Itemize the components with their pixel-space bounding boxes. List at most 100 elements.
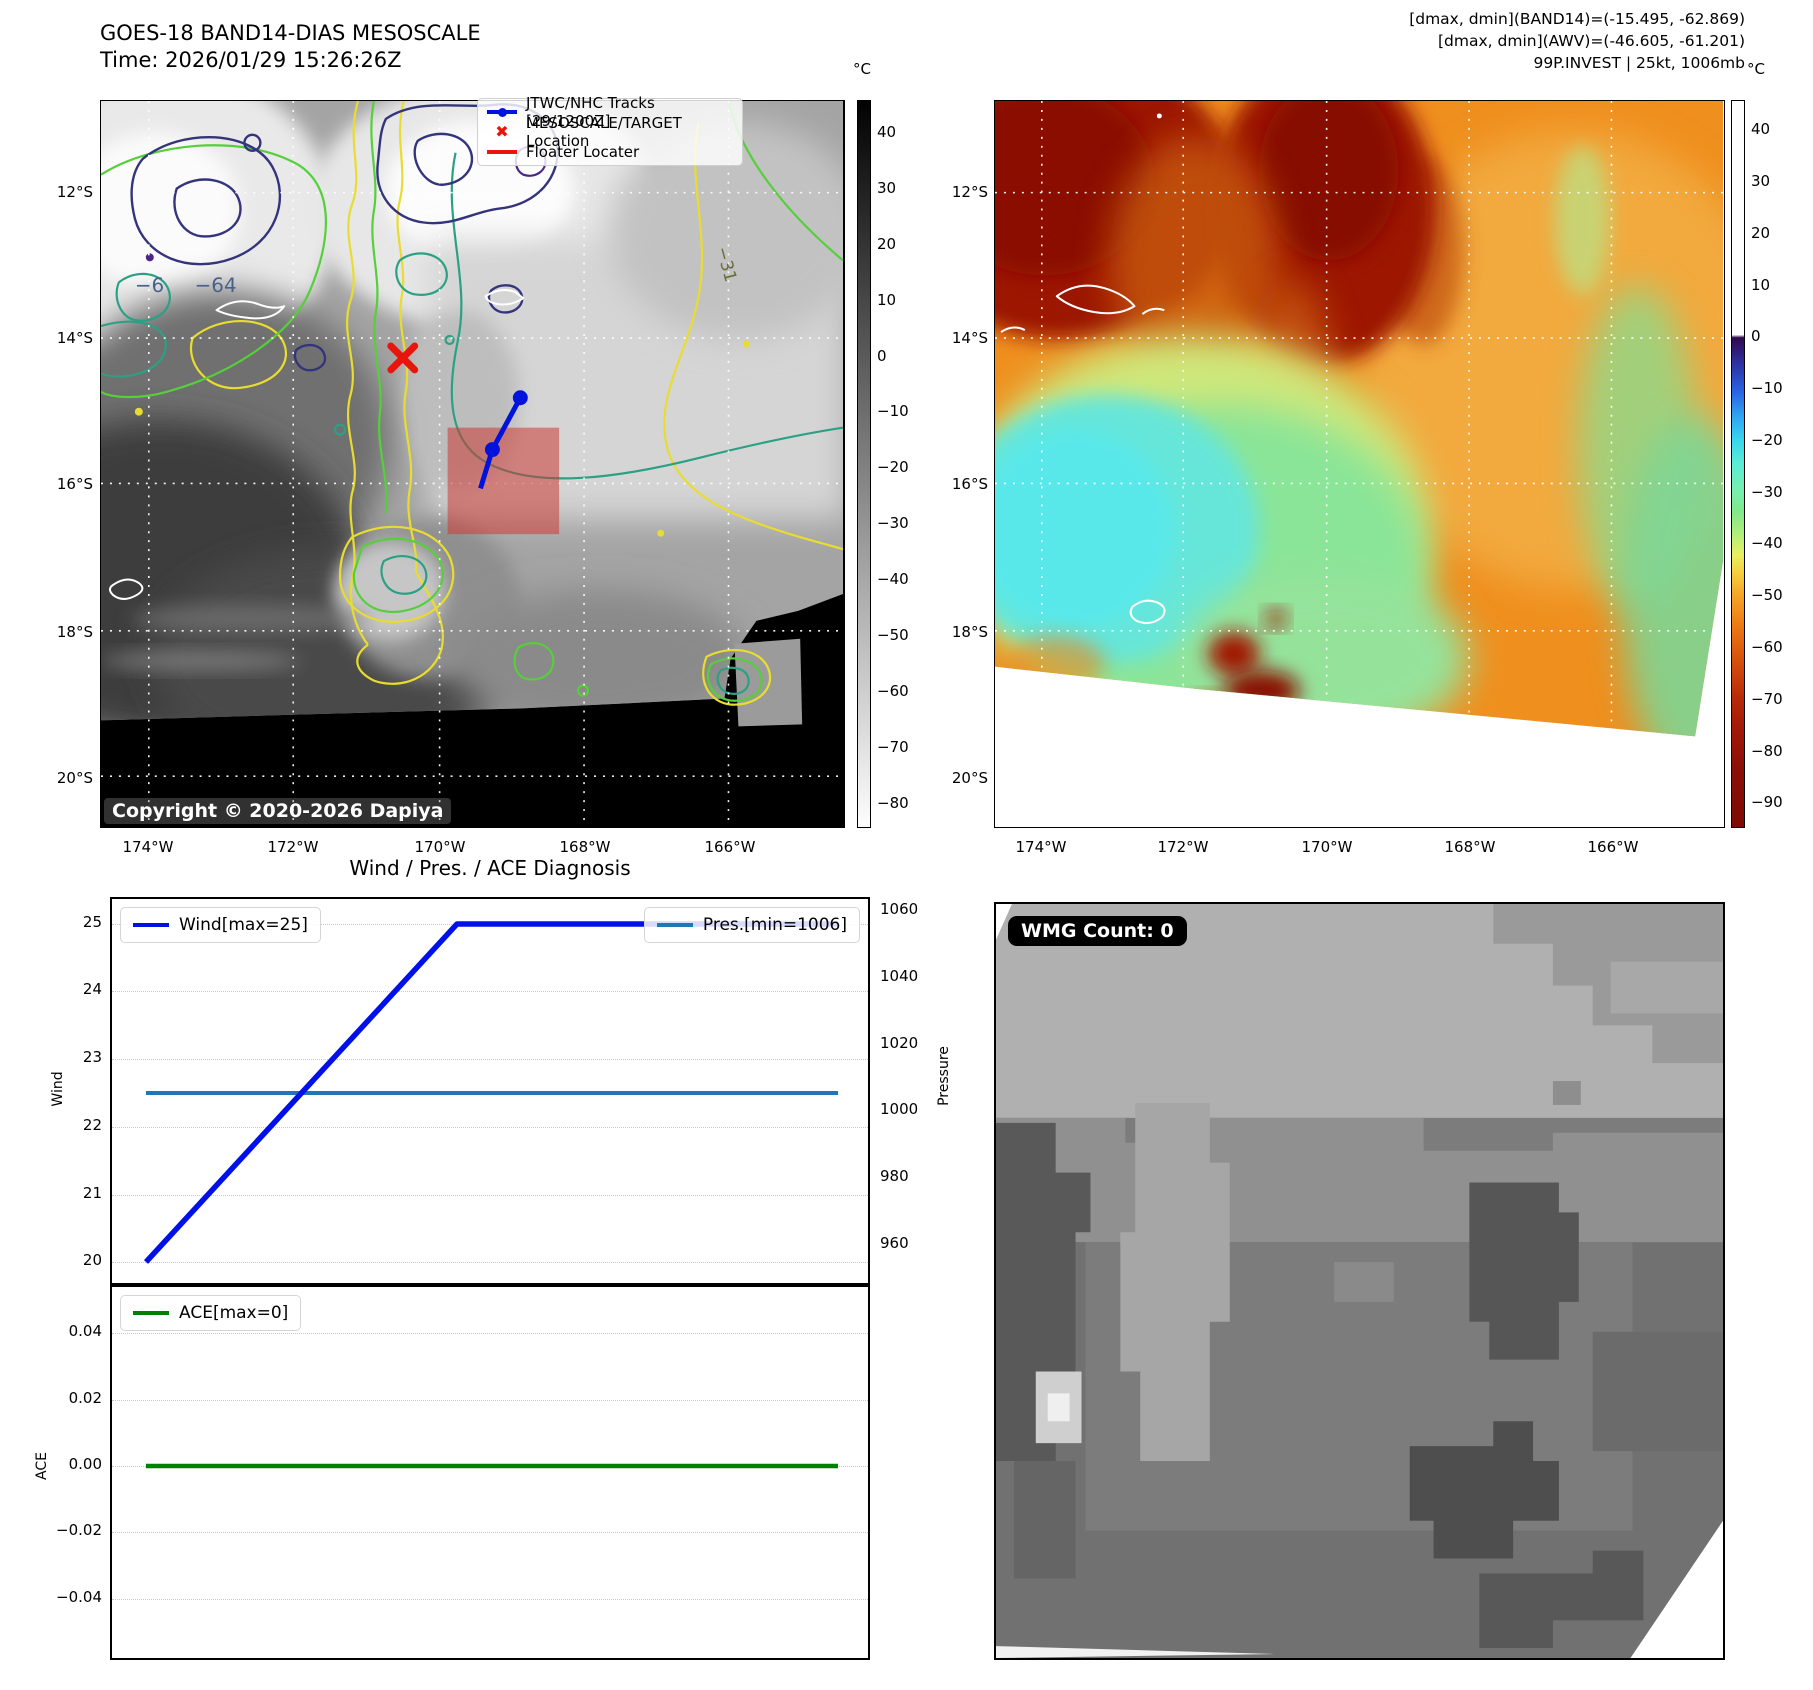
wind-axis-label: Wind xyxy=(50,1071,66,1107)
wind-tick: 22 xyxy=(82,1116,102,1134)
lon-tick: 172°W xyxy=(1157,838,1209,856)
target-x-marker xyxy=(387,342,419,374)
wind-pressure-chart: Wind[max=25] Pres.[min=1006] xyxy=(110,897,870,1285)
ace-tick: −0.04 xyxy=(56,1588,102,1606)
contour-label: −6 xyxy=(135,274,164,297)
pressure-tick: 1000 xyxy=(880,1100,919,1118)
lon-tick: 172°W xyxy=(267,838,319,856)
legend-target-label: MESOSCALE/TARGET Location xyxy=(526,114,682,150)
lat-tick: 20°S xyxy=(951,769,988,787)
cbar-awv-tick: −20 xyxy=(1751,431,1783,449)
wind-tick: 21 xyxy=(82,1184,102,1202)
ace-legend-label: ACE[max=0] xyxy=(179,1303,289,1323)
track-line-icon xyxy=(487,107,517,117)
cbar14-tick: 40 xyxy=(877,123,897,141)
ace-tick: 0.00 xyxy=(68,1455,102,1473)
wmg-dark-bottom-right xyxy=(1479,1550,1644,1649)
wmg-midband xyxy=(996,1117,1723,1243)
cbar-awv-tick: −90 xyxy=(1751,793,1783,811)
ace-line-icon xyxy=(133,1310,169,1316)
lat-tick: 14°S xyxy=(56,329,93,347)
lat-tick: 18°S xyxy=(56,623,93,641)
pressure-line-icon xyxy=(656,922,693,928)
ace-tick: 0.02 xyxy=(68,1389,102,1407)
cbar-awv-tick: −70 xyxy=(1751,690,1783,708)
wmg-count-badge: WMG Count: 0 xyxy=(1008,916,1187,946)
wind-line-icon xyxy=(133,922,169,928)
wind-legend: Wind[max=25] xyxy=(120,907,321,943)
pressure-legend-label: Pres.[min=1006] xyxy=(702,915,847,935)
cbar-awv-tick: 10 xyxy=(1751,276,1771,294)
lon-tick: 174°W xyxy=(122,838,174,856)
wind-tick: 24 xyxy=(82,980,102,998)
awv-colorbar xyxy=(1731,100,1745,828)
lon-tick: 166°W xyxy=(704,838,756,856)
cbar-awv-tick: −50 xyxy=(1751,586,1783,604)
cbar-awv-tick: 40 xyxy=(1751,120,1771,138)
cbar14-tick: −70 xyxy=(877,738,909,756)
awv-map xyxy=(994,100,1725,828)
floater-line-icon xyxy=(487,150,517,154)
awv-map-canvas xyxy=(995,101,1723,826)
cbar14-tick: −30 xyxy=(877,514,909,532)
ace-tick: 0.04 xyxy=(68,1322,102,1340)
cbar14-tick: −50 xyxy=(877,626,909,644)
lon-tick: 166°W xyxy=(1587,838,1639,856)
ir-swath-island xyxy=(734,638,803,727)
wmg-canvas xyxy=(996,904,1723,1658)
awv-header-line1: [dmax, dmin](BAND14)=(-15.495, -62.869) xyxy=(1409,10,1745,28)
contours-white xyxy=(108,288,525,600)
wmg-white-notch xyxy=(996,904,1012,940)
cbar14-tick: −10 xyxy=(877,402,909,420)
cbar14-tick: −60 xyxy=(877,682,909,700)
lon-tick: 168°W xyxy=(1444,838,1496,856)
wind-tick: 23 xyxy=(82,1048,102,1066)
pressure-tick: 1020 xyxy=(880,1034,919,1052)
pressure-tick: 960 xyxy=(880,1234,909,1252)
wmg-dark-left-band xyxy=(996,1122,1091,1462)
awv-header-line2: [dmax, dmin](AWV)=(-46.605, -61.201) xyxy=(1438,32,1745,50)
floater-locater-box xyxy=(447,427,560,535)
ace-chart: ACE[max=0] xyxy=(110,1285,870,1660)
awv-header-line3: 99P.INVEST | 25kt, 1006mb xyxy=(1533,54,1745,72)
wmg-light-stripe xyxy=(1120,1102,1230,1462)
legend-row-floater: Floater Locater xyxy=(487,142,733,162)
band14-map: −6 −64 −31 xyxy=(100,100,845,828)
awv-white-contours xyxy=(1000,284,1166,625)
cbar-awv-tick: −80 xyxy=(1751,742,1783,760)
wmg-dark-patch-right xyxy=(1469,1182,1579,1360)
pressure-legend: Pres.[min=1006] xyxy=(643,907,860,943)
wmg-panel: WMG Count: 0 xyxy=(994,902,1725,1660)
colorbar-unit: °C xyxy=(853,60,871,78)
cbar-awv-tick: −30 xyxy=(1751,483,1783,501)
diagnosis-title: Wind / Pres. / ACE Diagnosis xyxy=(349,856,631,880)
legend-tracks-label: JTWC/NHC Tracks [29/1200Z] xyxy=(526,94,655,130)
ace-series xyxy=(146,1463,838,1469)
legend-row-tracks: JTWC/NHC Tracks [29/1200Z] xyxy=(487,94,733,130)
awv-header: [dmax, dmin](BAND14)=(-15.495, -62.869) … xyxy=(1409,8,1745,74)
band14-colorbar xyxy=(857,100,871,828)
wind-pressure-series xyxy=(143,921,838,1264)
track-point xyxy=(484,442,500,458)
cbar-awv-tick: −60 xyxy=(1751,638,1783,656)
ace-tick: −0.02 xyxy=(56,1521,102,1539)
wind-tick: 20 xyxy=(82,1251,102,1269)
lon-tick: 170°W xyxy=(414,838,466,856)
ace-legend: ACE[max=0] xyxy=(120,1295,302,1331)
lon-tick: 168°W xyxy=(559,838,611,856)
band14-title: GOES-18 BAND14-DIAS MESOSCALE Time: 2026… xyxy=(100,20,481,74)
cbar14-tick: 30 xyxy=(877,179,897,197)
wind-tick: 25 xyxy=(82,913,102,931)
lat-tick: 12°S xyxy=(951,183,988,201)
pressure-axis-label: Pressure xyxy=(936,1046,952,1106)
lat-tick: 18°S xyxy=(951,623,988,641)
legend-row-target: ✖ MESOSCALE/TARGET Location xyxy=(487,114,733,150)
pressure-tick: 1060 xyxy=(880,900,919,918)
legend-floater-label: Floater Locater xyxy=(526,143,640,161)
wmg-dark-patch-bottom xyxy=(1409,1421,1559,1559)
contour-dots-yellow xyxy=(134,340,750,537)
lat-tick: 16°S xyxy=(951,475,988,493)
cbar-awv-tick: 30 xyxy=(1751,172,1771,190)
band14-legend: JTWC/NHC Tracks [29/1200Z] ✖ MESOSCALE/T… xyxy=(477,94,743,166)
